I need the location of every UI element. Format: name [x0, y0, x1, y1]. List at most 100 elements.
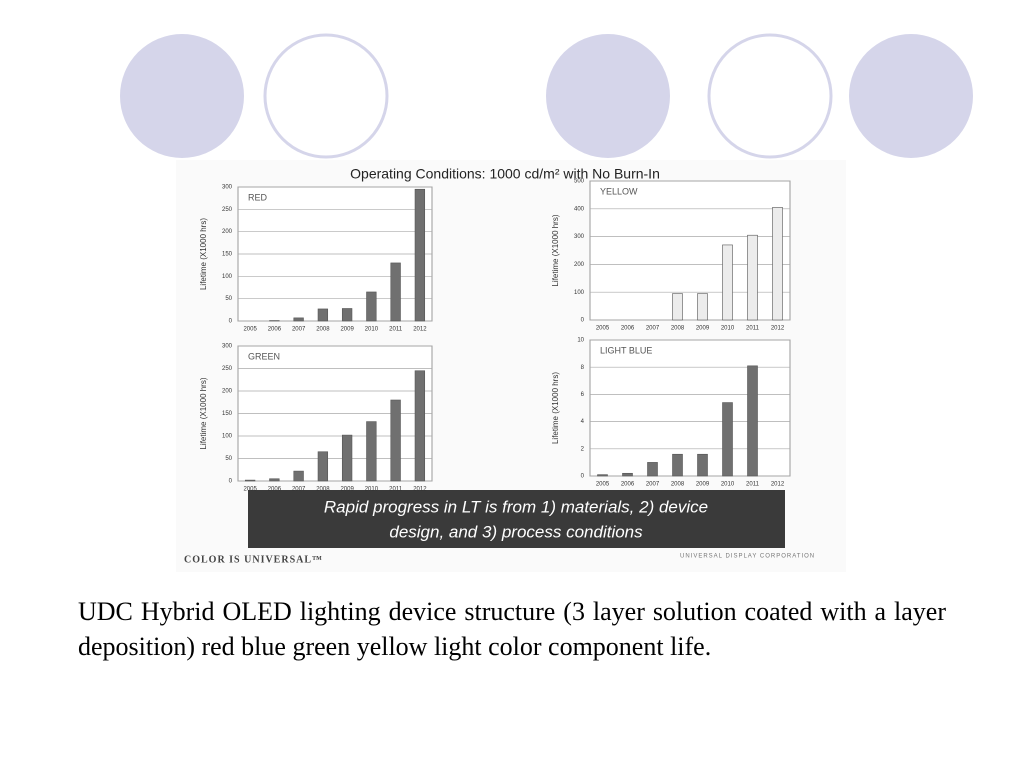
chart-title: YELLOW	[600, 186, 638, 196]
chart-title: RED	[248, 192, 268, 202]
banner	[248, 490, 785, 548]
x-tick-label: 2007	[292, 487, 306, 493]
bar	[647, 462, 658, 477]
x-tick-label: 2005	[243, 487, 257, 493]
x-tick-label: 2007	[292, 327, 306, 333]
x-tick-label: 2006	[268, 327, 282, 333]
plot-frame	[589, 339, 791, 477]
x-tick-label: 2011	[746, 326, 760, 332]
y-tick-label: 250	[222, 207, 233, 213]
bar	[366, 291, 377, 322]
x-tick-label: 2007	[646, 326, 660, 332]
x-tick-label: 2008	[671, 326, 685, 332]
x-tick-label: 2005	[596, 326, 610, 332]
bar	[269, 478, 280, 482]
bar	[341, 308, 353, 322]
y-tick-label: 0	[229, 479, 233, 485]
banner-line: design, and 3) process conditions	[389, 522, 643, 541]
x-tick-label: 2012	[771, 326, 785, 332]
y-axis-label: Lifetime (X1000 hrs)	[199, 218, 208, 290]
x-tick-label: 2009	[340, 487, 354, 493]
footer-logo: COLOR IS UNIVERSAL™	[184, 554, 323, 565]
x-tick-label: 2010	[721, 326, 735, 332]
y-tick-label: 10	[577, 338, 584, 344]
y-tick-label: 0	[229, 319, 233, 325]
y-tick-label: 300	[222, 344, 233, 350]
banner-line: Rapid progress in LT is from 1) material…	[324, 497, 708, 516]
y-tick-label: 100	[574, 290, 585, 296]
x-tick-label: 2011	[389, 327, 403, 333]
footer-company: UNIVERSAL DISPLAY CORPORATION	[680, 554, 815, 560]
bar	[244, 479, 256, 482]
bar	[414, 370, 426, 482]
bar	[317, 451, 329, 482]
y-tick-label: 8	[581, 365, 585, 371]
bar-chart: 0 50 100 150 200 250 300 GREEN Lifetime (X1000 h…	[199, 344, 433, 493]
bar	[390, 262, 401, 322]
bar	[672, 293, 683, 321]
slide-graphic: Operating Conditions: 1000 cd/m² with No…	[120, 33, 973, 566]
x-tick-label: 2012	[413, 327, 427, 333]
bar	[697, 453, 708, 477]
x-tick-label: 2010	[365, 327, 379, 333]
y-tick-label: 400	[574, 206, 585, 212]
x-tick-label: 2011	[389, 487, 403, 493]
y-tick-label: 100	[222, 274, 233, 280]
heading: Operating Conditions: 1000 cd/m² with No…	[350, 166, 660, 182]
chart-title: LIGHT BLUE	[600, 345, 652, 355]
y-tick-label: 300	[222, 185, 233, 191]
bar	[317, 308, 329, 322]
bar	[747, 234, 758, 321]
x-tick-label: 2008	[316, 327, 330, 333]
plot-frame	[589, 180, 791, 321]
bar-chart: 0 50 100 150 200 250 300 RED Lifetime (X1000 hrs…	[199, 185, 433, 333]
bar	[414, 188, 426, 322]
y-tick-label: 150	[222, 411, 233, 417]
bar	[722, 244, 733, 321]
y-tick-label: 200	[222, 229, 233, 235]
x-tick-label: 2009	[696, 326, 710, 332]
y-tick-label: 0	[581, 474, 585, 480]
y-axis-label: Lifetime (X1000 hrs)	[551, 372, 560, 444]
x-tick-label: 2005	[596, 482, 610, 488]
y-tick-label: 2	[581, 446, 585, 452]
bar	[747, 365, 758, 477]
bar	[366, 421, 377, 482]
y-tick-label: 300	[574, 234, 585, 240]
y-tick-label: 50	[225, 296, 232, 302]
x-tick-label: 2009	[340, 327, 354, 333]
bar	[722, 402, 733, 477]
x-tick-label: 2006	[621, 326, 635, 332]
bar	[341, 434, 353, 482]
x-tick-label: 2006	[621, 482, 635, 488]
x-tick-label: 2007	[646, 482, 660, 488]
y-axis-label: Lifetime (X1000 hrs)	[551, 214, 560, 286]
x-tick-label: 2008	[316, 487, 330, 493]
y-tick-label: 0	[581, 318, 585, 324]
decor-circles	[120, 33, 973, 159]
bar	[293, 317, 304, 322]
x-tick-label: 2008	[671, 482, 685, 488]
y-tick-label: 150	[222, 252, 233, 258]
caption: UDC Hybrid OLED lighting device structur…	[78, 597, 946, 661]
x-tick-label: 2010	[721, 482, 735, 488]
y-tick-label: 4	[581, 419, 585, 425]
x-tick-label: 2011	[746, 482, 760, 488]
x-tick-label: 2010	[365, 487, 379, 493]
chart-title: GREEN	[248, 351, 280, 361]
bar	[697, 293, 708, 321]
y-tick-label: 250	[222, 366, 233, 372]
x-tick-label: 2009	[696, 482, 710, 488]
y-axis-label: Lifetime (X1000 hrs)	[199, 377, 208, 449]
bar	[622, 472, 633, 477]
bar	[293, 470, 304, 482]
y-tick-label: 100	[222, 434, 233, 440]
y-tick-label: 6	[581, 392, 585, 398]
y-tick-label: 50	[225, 456, 232, 462]
y-tick-label: 200	[222, 389, 233, 395]
bar-chart: 0 2 4 6 8 10 LIGHT BLUE Lifetime (X1000 hrs) 200…	[551, 338, 791, 488]
bar	[597, 474, 608, 477]
x-tick-label: 2012	[771, 482, 785, 488]
y-tick-label: 500	[574, 179, 585, 185]
